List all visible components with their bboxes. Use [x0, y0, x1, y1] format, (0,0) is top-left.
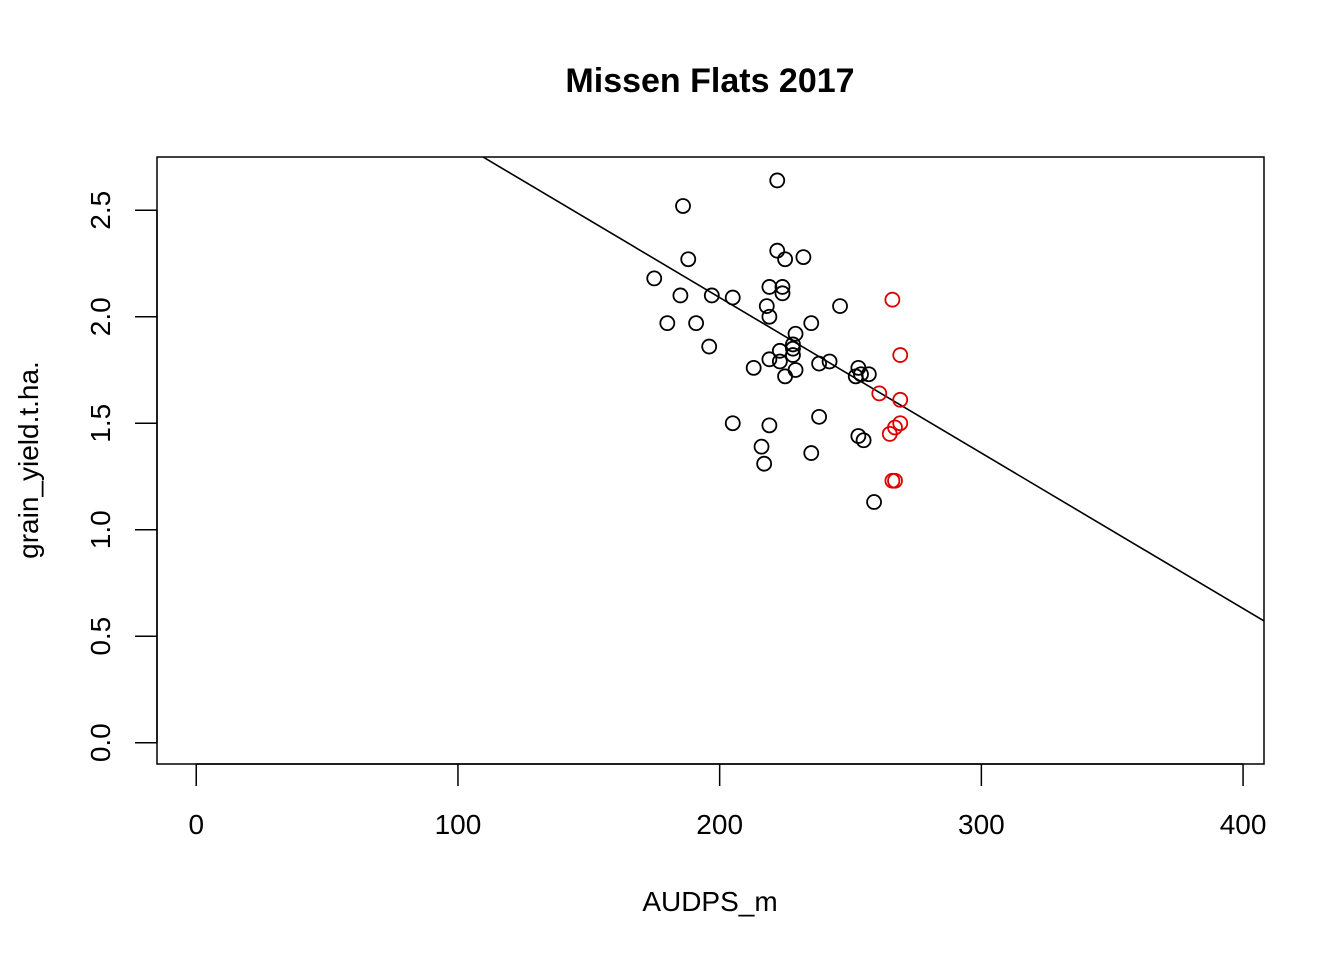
data-point-black — [703, 287, 720, 304]
data-point-black — [646, 270, 663, 287]
data-point-black — [758, 298, 775, 314]
data-point-black — [761, 308, 778, 325]
y-axis: 0.0 0.5 1.0 1.5 2.0 2.5 — [85, 191, 158, 762]
plot-frame — [156, 156, 1265, 765]
data-point-black — [803, 445, 820, 461]
data-point-black — [855, 432, 872, 449]
chart-title: Missen Flats 2017 — [565, 62, 854, 100]
data-point-black — [850, 428, 867, 444]
x-tick-label: 0 — [188, 809, 204, 840]
data-point-black — [795, 249, 812, 266]
data-point-black — [777, 251, 793, 268]
y-tick-label: 2.0 — [85, 297, 116, 336]
data-point-black — [774, 285, 791, 302]
data-point-black — [771, 353, 788, 370]
data-point-black — [785, 347, 801, 363]
x-axis: 0 100 200 300 400 — [188, 763, 1267, 840]
data-point-red — [892, 391, 909, 408]
data-point-black — [761, 351, 778, 368]
data-point-black — [787, 325, 804, 342]
data-point-black — [803, 315, 820, 332]
data-point-black — [821, 353, 838, 370]
data-point-black — [774, 279, 791, 295]
data-point-black — [675, 198, 691, 214]
data-point-black — [688, 315, 705, 332]
y-tick-label: 1.0 — [85, 510, 116, 549]
x-tick-label: 400 — [1220, 809, 1267, 840]
regression-line — [481, 157, 1264, 622]
data-point-black — [769, 172, 786, 189]
data-point-black — [860, 366, 877, 383]
data-point-black — [745, 359, 762, 376]
data-points — [646, 172, 909, 510]
data-point-black — [811, 408, 828, 425]
x-tick-label: 300 — [958, 809, 1005, 840]
y-tick-label: 2.5 — [85, 191, 116, 230]
data-point-black — [787, 362, 804, 378]
data-point-black — [724, 415, 741, 432]
x-tick-label: 200 — [696, 809, 743, 840]
data-point-black — [777, 368, 793, 385]
data-point-black — [753, 438, 770, 455]
data-point-black — [832, 298, 848, 314]
data-point-red — [892, 347, 909, 363]
data-point-black — [811, 355, 828, 372]
data-point-black — [785, 336, 801, 353]
data-point-black — [659, 315, 676, 332]
y-axis-label: grain_yield.t.ha. — [13, 361, 44, 559]
data-point-red — [881, 425, 898, 442]
y-tick-label: 0.5 — [85, 617, 116, 656]
data-point-black — [724, 289, 741, 306]
y-tick-label: 1.5 — [85, 404, 116, 443]
data-point-black — [769, 242, 786, 259]
data-point-black — [761, 417, 778, 434]
x-axis-label: AUDPS_m — [642, 886, 777, 917]
data-point-black — [680, 251, 697, 268]
data-point-black — [866, 494, 882, 510]
y-tick-label: 0.0 — [85, 723, 116, 762]
data-point-black — [756, 455, 773, 472]
regression-line-group — [481, 157, 1264, 622]
data-point-black — [672, 287, 689, 304]
data-point-red — [871, 385, 888, 402]
data-point-black — [701, 338, 718, 355]
data-point-red — [892, 415, 909, 432]
data-point-red — [884, 291, 901, 308]
data-point-black — [761, 279, 778, 295]
x-tick-label: 100 — [435, 809, 482, 840]
data-point-red — [884, 472, 901, 489]
